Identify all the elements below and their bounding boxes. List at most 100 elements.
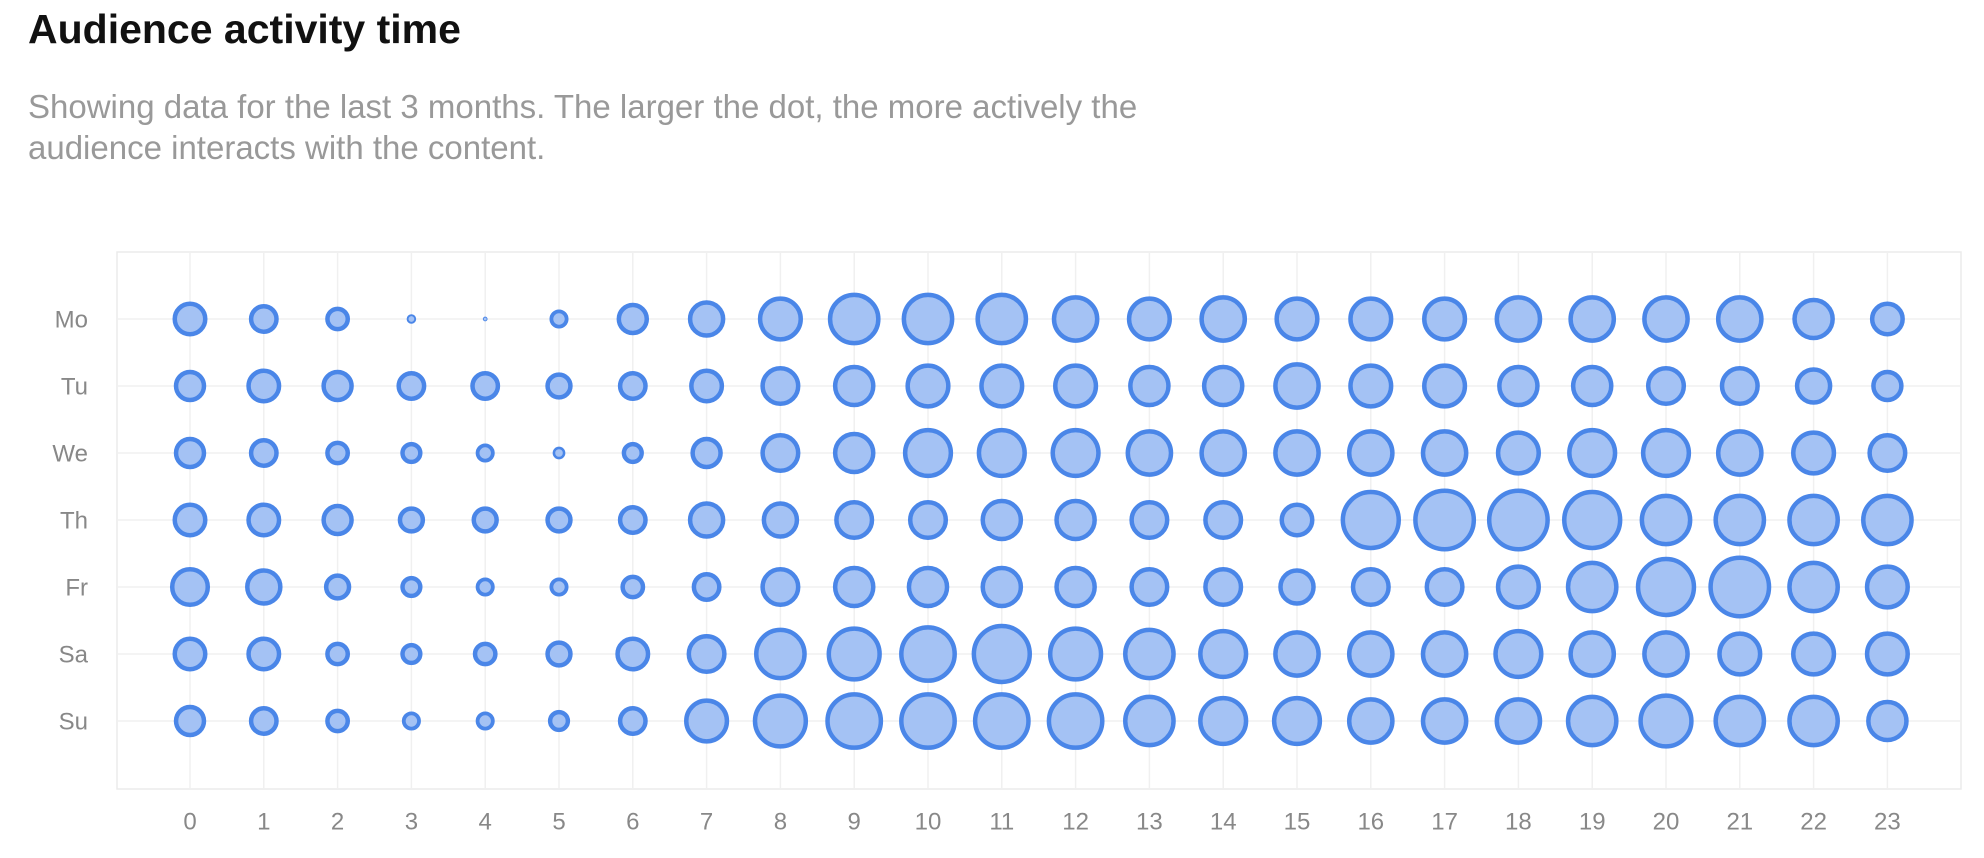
- bubble: [1568, 630, 1617, 678]
- bubble: [1420, 429, 1469, 477]
- x-tick-label: 2: [331, 808, 344, 835]
- bubble: [899, 692, 957, 750]
- bubble: [1708, 555, 1772, 619]
- bubble: [906, 565, 950, 609]
- bubble: [246, 502, 282, 538]
- bubble: [980, 565, 1024, 609]
- bubble: [1273, 630, 1321, 678]
- bubble: [1715, 295, 1764, 343]
- bubble: [691, 572, 722, 602]
- bubble: [1420, 630, 1469, 678]
- bubble: [400, 441, 423, 465]
- bubble: [1562, 489, 1623, 551]
- bubble: [825, 692, 884, 750]
- bubble: [1570, 364, 1614, 408]
- bubble: [1340, 489, 1401, 551]
- bubble: [471, 506, 499, 534]
- bubble: [615, 636, 651, 672]
- bubble: [826, 626, 882, 682]
- bubble: [620, 574, 646, 600]
- bubble: [760, 566, 801, 608]
- x-tick-label: 15: [1284, 808, 1311, 835]
- bubble: [1867, 432, 1908, 474]
- y-tick-label: Th: [60, 507, 88, 534]
- bubble: [1422, 363, 1468, 409]
- bubble: [1719, 365, 1760, 407]
- bubble: [246, 368, 282, 404]
- bubble: [1565, 560, 1619, 614]
- bubble: [172, 636, 208, 672]
- bubble: [470, 371, 501, 401]
- bubble: [760, 365, 801, 407]
- bubble: [1129, 566, 1170, 608]
- y-tick-label: We: [52, 440, 88, 467]
- bubble: [545, 372, 573, 400]
- y-tick-label: Su: [59, 708, 88, 735]
- bubble: [401, 711, 421, 731]
- bubble: [400, 642, 423, 666]
- bubble: [1278, 568, 1316, 606]
- bubble: [472, 641, 498, 667]
- x-tick-label: 1: [257, 808, 270, 835]
- x-tick-label: 23: [1874, 808, 1901, 835]
- bubble: [1054, 498, 1097, 542]
- y-tick-label: Fr: [65, 574, 88, 601]
- bubble: [1413, 488, 1477, 552]
- bubble: [689, 368, 725, 404]
- bubble: [1567, 427, 1618, 479]
- bubble: [901, 292, 955, 346]
- bubble: [832, 431, 876, 475]
- bubble: [321, 503, 354, 537]
- bubble: [173, 704, 207, 738]
- bubble: [1791, 430, 1837, 476]
- bubble: [1493, 628, 1544, 680]
- bubble: [321, 369, 354, 403]
- x-tick-label: 10: [915, 808, 942, 835]
- bubble: [549, 309, 569, 329]
- x-tick-label: 7: [700, 808, 713, 835]
- x-tick-label: 4: [479, 808, 492, 835]
- bubble: [1794, 367, 1833, 405]
- bubble: [1123, 627, 1176, 681]
- bubble: [323, 573, 352, 601]
- bubble: [545, 506, 573, 534]
- bubble: [621, 441, 644, 465]
- bubble: [1420, 697, 1469, 745]
- bubble: [1350, 566, 1391, 608]
- bubble: [475, 711, 495, 731]
- bubble: [545, 640, 573, 668]
- bubble: [1871, 369, 1904, 403]
- bubble: [1054, 565, 1097, 609]
- bubble: [1565, 694, 1619, 748]
- bubble: [397, 506, 426, 534]
- bubble: [1203, 499, 1244, 541]
- bubble: [1203, 566, 1244, 608]
- bubble: [979, 363, 1025, 409]
- bubble: [975, 292, 1029, 346]
- bubble: [1125, 429, 1174, 477]
- bubble: [687, 300, 726, 338]
- bubble: [325, 708, 351, 734]
- bubble: [1861, 493, 1914, 547]
- bubble: [1051, 295, 1100, 343]
- bubble: [1791, 631, 1837, 677]
- bubble: [684, 698, 730, 744]
- bubble: [976, 427, 1027, 479]
- bubble: [1713, 694, 1767, 748]
- bubble: [832, 364, 876, 408]
- bubble: [1494, 697, 1543, 745]
- bubble: [617, 371, 648, 401]
- x-tick-label: 11: [989, 808, 1014, 835]
- y-tick-label: Mo: [55, 306, 88, 333]
- x-tick-label: 17: [1431, 808, 1458, 835]
- bubble: [1495, 430, 1541, 476]
- bubble: [396, 371, 427, 401]
- bubble: [616, 302, 650, 336]
- bubble: [406, 314, 417, 324]
- bubble: [547, 709, 571, 733]
- bubble: [1123, 694, 1176, 748]
- bubble: [1497, 364, 1540, 408]
- bubble: [1348, 296, 1394, 342]
